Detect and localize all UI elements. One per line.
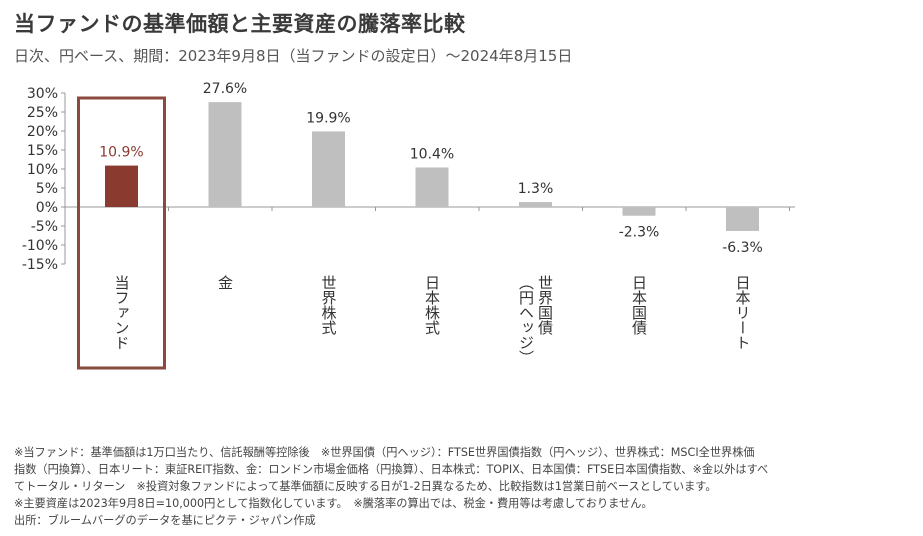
footnote-line: ※当ファンド：基準価額は1万口当たり、信託報酬等控除後 ※世界国債（円ヘッジ）：… <box>14 446 755 459</box>
bar-chart: 30% 25% 20% 15% 10% 5% 0% -5% -10% -15% 10.9% 当ファンド… <box>22 81 795 370</box>
category-label: （円ヘッジ） <box>517 275 535 365</box>
footnote-line: 出所：ブルームバーグのデータを基にピクテ・ジャパン作成 <box>14 514 316 527</box>
bar <box>726 207 759 231</box>
data-label: 27.6% <box>203 81 247 97</box>
y-tick-label: 20% <box>27 124 58 140</box>
y-tick-label: 15% <box>27 143 58 159</box>
bar <box>415 167 449 207</box>
y-tick-label: -5% <box>31 219 58 235</box>
footnote-line: 指数（円換算）、日本リート：東証REIT指数、金：ロンドン市場金価格（円換算）、… <box>14 463 769 476</box>
bar <box>312 131 345 207</box>
y-tick-label: 25% <box>27 105 58 121</box>
bar <box>519 202 552 207</box>
y-tick-label: -15% <box>22 257 58 273</box>
category-label: 世界国債 <box>536 275 554 335</box>
category-label: 日本国債 <box>630 275 648 335</box>
data-label: 10.9% <box>99 145 143 161</box>
highlight-frame <box>77 96 166 370</box>
bar <box>622 207 656 216</box>
category-label: 世界株式 <box>320 275 338 335</box>
data-label: 10.4% <box>410 146 454 162</box>
y-tick-label: 10% <box>27 162 58 178</box>
chart-subtitle: 日次、円ベース、期間：2023年9月8日（当ファンドの設定日）～2024年8月1… <box>14 47 573 65</box>
y-tick-label: -10% <box>22 238 58 254</box>
y-tick-label: 5% <box>36 181 58 197</box>
category-label: 日本リート <box>734 275 752 350</box>
category-label: 金 <box>216 275 234 290</box>
y-tick-label: 0% <box>36 200 58 216</box>
chart-title: 当ファンドの基準価額と主要資産の騰落率比較 <box>14 12 466 36</box>
footnote-line: ※主要資産は2023年9月8日=10,000円として指数化しています。 ※騰落率… <box>14 497 653 510</box>
bar <box>105 165 138 207</box>
data-label: 19.9% <box>306 110 350 126</box>
bar <box>208 102 242 207</box>
footnote-line: てトータル・リターン ※投資対象ファンドによって基準価額に反映する日が1-2日異… <box>14 480 717 493</box>
data-label: 1.3% <box>518 181 554 197</box>
data-label: -2.3% <box>619 225 660 241</box>
y-tick-label: 30% <box>27 86 58 102</box>
data-label: -6.3% <box>722 240 763 256</box>
category-label: 当ファンド <box>113 275 131 350</box>
footnotes: ※当ファンド：基準価額は1万口当たり、信託報酬等控除後 ※世界国債（円ヘッジ）：… <box>14 444 914 529</box>
category-label: 日本株式 <box>423 275 441 335</box>
